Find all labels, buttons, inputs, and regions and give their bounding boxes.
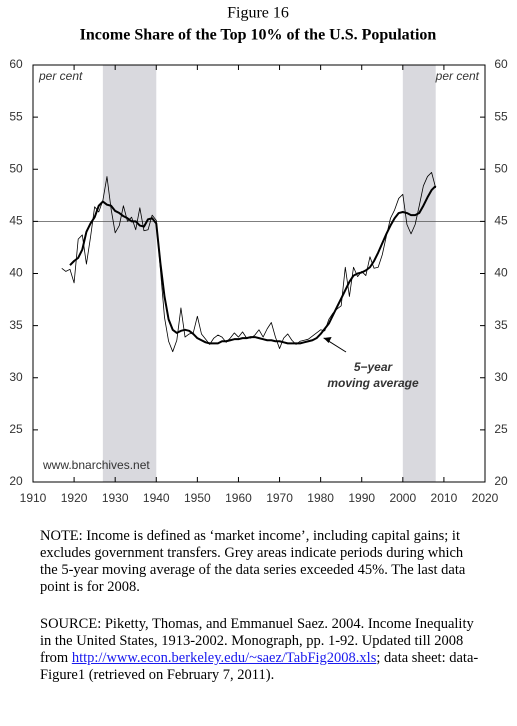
y-tick-label: 55 [9, 109, 23, 123]
y-tick-label: 40 [9, 266, 23, 280]
y-tick-label: 45 [494, 214, 508, 228]
annotation: moving average [327, 376, 419, 390]
x-tick-label: 1910 [20, 491, 47, 505]
y-tick-label: 60 [494, 57, 508, 71]
x-tick-label: 2000 [389, 491, 416, 505]
x-tick-label: 2020 [472, 491, 499, 505]
y-tick-label: 40 [494, 266, 508, 280]
chart-subtitle: Income Share of the Top 10% of the U.S. … [80, 27, 437, 44]
y-tick-label: 55 [494, 109, 508, 123]
x-tick-label: 1940 [143, 491, 170, 505]
annotation-arrowhead [323, 336, 332, 343]
y-tick-label: 50 [494, 161, 508, 175]
y-tick-label: 30 [494, 370, 508, 384]
annotation: 5−year [354, 360, 394, 374]
chart-title: Figure 16 [227, 5, 289, 22]
source: SOURCE: Piketty, Thomas, and Emmanuel Sa… [40, 616, 480, 684]
shaded-period [402, 65, 436, 482]
y-tick-label: 25 [9, 422, 23, 436]
series-line [69, 185, 437, 345]
source-link[interactable]: http://www.econ.berkeley.edu/~saez/TabFi… [71, 650, 377, 666]
x-tick-label: 1960 [225, 491, 252, 505]
source-text: SOURCE: Piketty, Thomas, and Emmanuel Sa… [40, 616, 474, 666]
y-tick-label: 45 [9, 214, 23, 228]
notes: NOTE: Income is defined as ‘market incom… [40, 528, 480, 704]
shaded-period [102, 65, 157, 482]
chart: Figure 16 Income Share of the Top 10% of… [9, 5, 508, 506]
y-tick-label: 20 [9, 474, 23, 488]
source-tail: ; data sheet: data-Figure1 (retrieved on… [40, 650, 479, 683]
y-tick-label: 25 [494, 422, 508, 436]
y-tick-label: 35 [494, 318, 508, 332]
y-unit: per cent [38, 69, 83, 83]
y-tick-label: 20 [494, 474, 508, 488]
y-tick-label: 35 [9, 318, 23, 332]
x-tick-label: 1930 [102, 491, 129, 505]
x-tick-label: 1970 [266, 491, 293, 505]
y-tick-label: 50 [9, 161, 23, 175]
x-tick-label: 1920 [61, 491, 88, 505]
x-tick-label: 1950 [184, 491, 211, 505]
y-unit: per cent [435, 69, 480, 83]
x-tick-label: 1980 [307, 491, 334, 505]
x-tick-label: 1990 [348, 491, 375, 505]
y-tick-label: 60 [9, 57, 23, 71]
note: NOTE: Income is defined as ‘market incom… [40, 528, 466, 595]
watermark: www.bnarchives.net [42, 458, 150, 472]
x-tick-label: 2010 [431, 491, 458, 505]
y-tick-label: 30 [9, 370, 23, 384]
